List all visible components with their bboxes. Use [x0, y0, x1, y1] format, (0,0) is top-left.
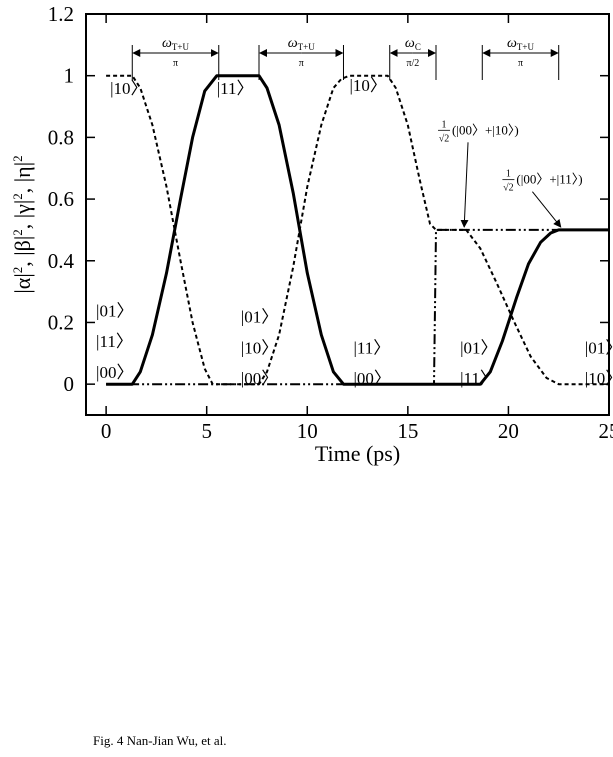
- state-label: |11〉: [96, 332, 133, 351]
- plot-frame: [85, 13, 610, 416]
- state-label: |01〉: [241, 307, 278, 326]
- y-axis-title: |α|2, |β|2, |γ|2, |η|2: [10, 155, 35, 293]
- span-denominator: π: [518, 58, 523, 69]
- span-omega-label: ωT+U: [162, 36, 189, 52]
- state-label: |11〉: [217, 79, 254, 98]
- annotation-arrow: [460, 142, 469, 228]
- x-tick-label: 10: [297, 419, 318, 443]
- state-label: |01〉: [460, 338, 497, 357]
- annotation-numerator: 1: [506, 169, 511, 180]
- state-label: |10〉: [241, 338, 278, 357]
- x-axis-title: Time (ps): [315, 441, 400, 466]
- y-tick-label: 0.8: [48, 125, 74, 149]
- y-tick-label: 1.2: [48, 2, 74, 26]
- state-label: |00〉: [96, 363, 133, 382]
- span-omega-label: ωT+U: [288, 36, 315, 52]
- state-label: |10〉: [110, 79, 147, 98]
- annotation-numerator: 1: [442, 119, 447, 130]
- state-label: |01〉: [585, 338, 613, 357]
- state-label: |11〉: [354, 338, 391, 357]
- x-tick-label: 15: [397, 419, 418, 443]
- span-denominator: π: [173, 58, 178, 69]
- span-omega-label: ωC: [405, 36, 421, 52]
- annotation-label: (|00〉+|11〉): [516, 172, 582, 187]
- state-label: |10〉: [350, 76, 387, 95]
- y-tick-label: 0: [64, 372, 75, 396]
- y-tick-label: 0.6: [48, 187, 74, 211]
- x-tick-label: 25: [599, 419, 613, 443]
- annotation-denominator: √2: [439, 133, 450, 144]
- x-tick-label: 0: [101, 419, 112, 443]
- annotation-label: (|00〉+|10〉): [452, 122, 519, 137]
- x-tick-label: 20: [498, 419, 519, 443]
- state-label: |00〉: [354, 369, 391, 388]
- y-tick-label: 0.4: [48, 249, 75, 273]
- state-label: |01〉: [96, 301, 133, 320]
- series-line-dashdot: [106, 228, 609, 386]
- x-tick-label: 5: [201, 419, 212, 443]
- state-label: |00〉: [241, 369, 278, 388]
- figure-caption: Fig. 4 Nan-Jian Wu, et al.: [93, 733, 227, 748]
- annotation-arrow: [532, 191, 562, 228]
- state-label: |10〉: [585, 369, 613, 388]
- y-tick-label: 0.2: [48, 310, 74, 334]
- annotation-denominator: √2: [503, 183, 514, 194]
- series-line-solid: [106, 74, 609, 386]
- span-denominator: π: [299, 58, 304, 69]
- span-omega-label: ωT+U: [507, 36, 534, 52]
- state-label: |11〉: [460, 369, 497, 388]
- y-tick-label: 1: [64, 64, 75, 88]
- span-denominator: π/2: [406, 58, 419, 69]
